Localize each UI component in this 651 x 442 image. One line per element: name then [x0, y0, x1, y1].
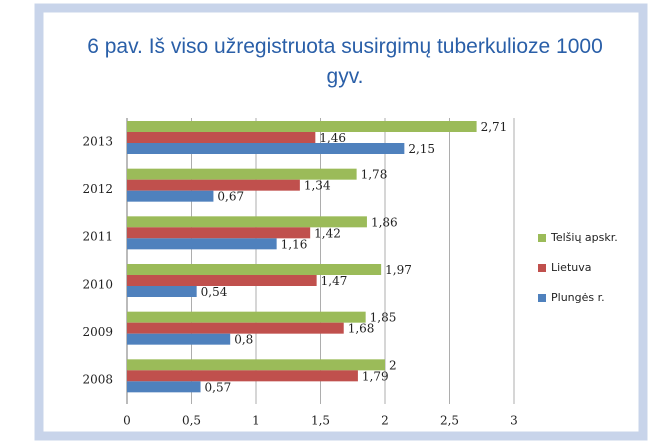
bar — [127, 238, 277, 250]
x-tick-label: 0,5 — [182, 414, 201, 428]
bar — [127, 216, 367, 228]
bar — [127, 286, 197, 297]
bar — [127, 168, 357, 180]
x-tick-label: 1 — [252, 414, 260, 428]
bar — [127, 179, 300, 191]
bar — [127, 143, 405, 154]
x-tick-label: 2,5 — [440, 414, 459, 428]
bar — [127, 322, 344, 334]
data-label: 0,57 — [205, 380, 232, 394]
data-label: 1,47 — [321, 274, 348, 288]
data-label: 1,42 — [314, 226, 341, 240]
legend-label: Plungės r. — [551, 291, 605, 304]
bar — [127, 121, 477, 132]
data-label: 1,79 — [362, 369, 389, 383]
bar — [127, 190, 214, 202]
data-label: 1,85 — [370, 311, 397, 325]
bar — [127, 264, 382, 275]
data-label: 1,78 — [361, 168, 388, 182]
y-tick-label: 2013 — [82, 134, 113, 148]
data-label: 0,54 — [201, 285, 228, 299]
chart-title: 6 pav. Iš viso užregistruota susirgimų t… — [87, 35, 603, 88]
data-label: 1,97 — [385, 263, 412, 277]
bar — [127, 227, 311, 239]
data-label: 0,67 — [217, 190, 244, 204]
legend-label: Lietuva — [551, 261, 592, 274]
y-tick-label: 2011 — [82, 230, 113, 244]
bar — [127, 132, 316, 143]
data-label: 1,46 — [319, 131, 346, 145]
y-tick-label: 2009 — [82, 325, 113, 339]
bar — [127, 370, 358, 382]
y-tick-label: 2010 — [82, 277, 113, 291]
x-tick-label: 0 — [123, 414, 131, 428]
y-tick-label: 2008 — [82, 373, 113, 387]
y-tick-label: 2012 — [82, 182, 113, 196]
data-label: 1,16 — [281, 237, 308, 251]
data-label: 1,68 — [348, 322, 375, 336]
x-tick-label: 1,5 — [311, 414, 330, 428]
legend-swatch — [538, 264, 546, 272]
bar — [127, 359, 385, 371]
data-label: 2,71 — [481, 120, 508, 134]
data-label: 0,8 — [234, 333, 253, 347]
x-tick-label: 2 — [381, 414, 389, 428]
bar — [127, 333, 231, 345]
data-label: 1,86 — [371, 215, 398, 229]
data-label: 1,34 — [304, 179, 331, 193]
legend-label: Telšių apskr. — [550, 231, 618, 244]
bar — [127, 381, 201, 393]
data-label: 2,15 — [408, 142, 435, 156]
data-label: 2 — [389, 358, 397, 372]
legend-swatch — [538, 234, 546, 242]
legend-swatch — [538, 294, 546, 302]
x-tick-label: 3 — [510, 414, 518, 428]
frame — [34, 3, 648, 441]
bar — [127, 275, 317, 286]
bar — [127, 311, 366, 323]
